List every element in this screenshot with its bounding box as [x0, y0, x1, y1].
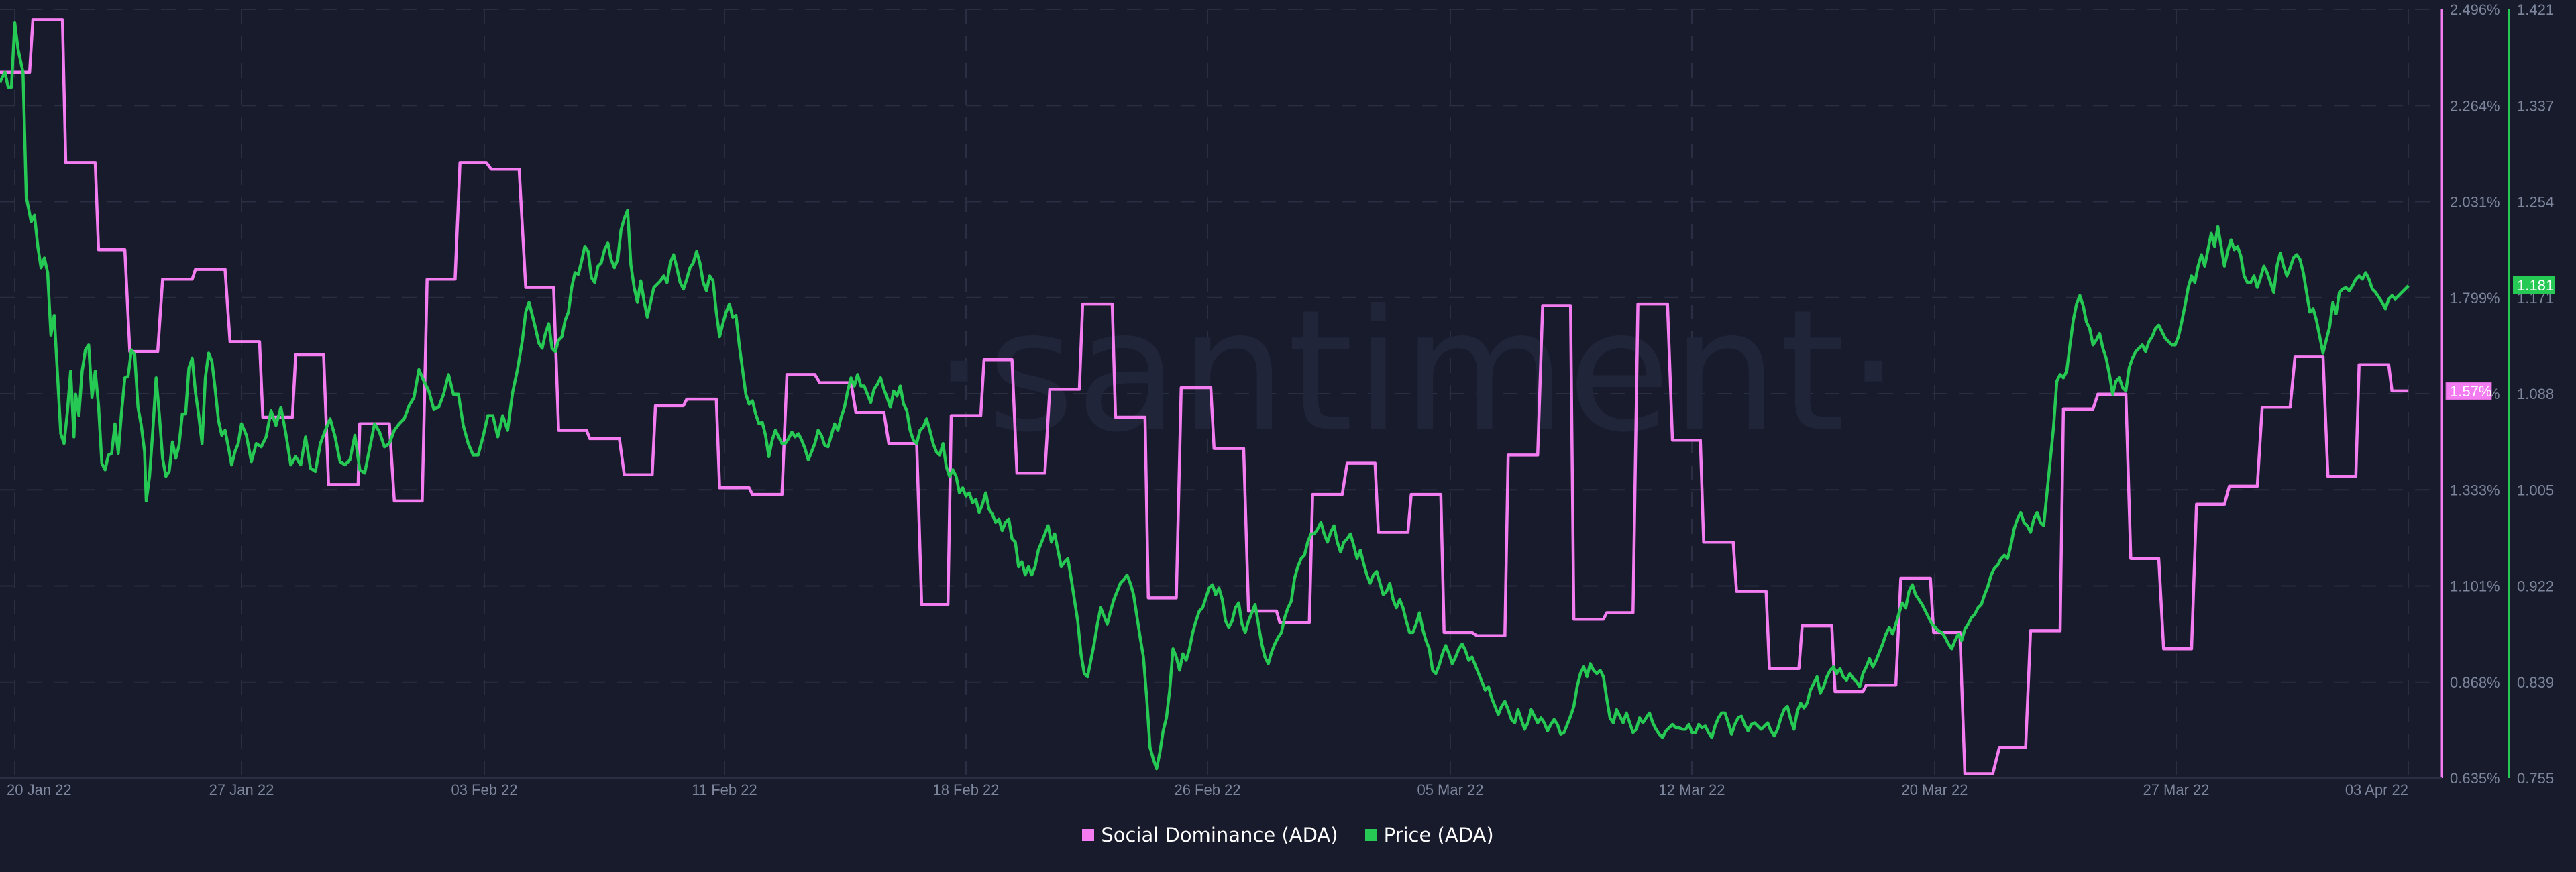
social-dominance-tick-label: 2.031% [2450, 194, 2500, 211]
social-dominance-tick-label: 2.264% [2450, 97, 2500, 114]
legend-item-social-dominance[interactable]: Social Dominance (ADA) [1082, 824, 1338, 847]
social-dominance-tick-label: 0.635% [2450, 770, 2500, 787]
x-tick-label: 27 Mar 22 [2143, 781, 2209, 798]
price-tick-label: 1.088 [2517, 386, 2554, 402]
x-axis: 20 Jan 22 27 Jan 22 03 Feb 22 11 Feb 22 18 F… [7, 781, 2408, 798]
x-tick-label: 18 Feb 22 [932, 781, 999, 798]
x-tick-label: 03 Apr 22 [2345, 781, 2408, 798]
x-tick-label: 27 Jan 22 [209, 781, 274, 798]
social-dominance-tick-label: 0.868% [2450, 674, 2500, 691]
social-dominance-current-badge: 1.57% [2445, 382, 2492, 400]
x-tick-label: 05 Mar 22 [1417, 781, 1483, 798]
x-tick-label: 20 Mar 22 [1901, 781, 1968, 798]
price-line[interactable] [0, 21, 2410, 771]
legend-label-social-dominance: Social Dominance (ADA) [1101, 824, 1338, 847]
social-dominance-line[interactable] [0, 18, 2409, 775]
legend-item-price[interactable]: Price (ADA) [1364, 824, 1494, 847]
social-dominance-current-value: 1.57% [2450, 383, 2491, 400]
price-swatch-icon [1364, 829, 1377, 841]
price-tick-label: 0.922 [2517, 578, 2554, 595]
price-current-value: 1.181 [2517, 277, 2554, 294]
price-tick-label: 0.839 [2517, 674, 2554, 691]
plot-area[interactable] [0, 18, 2410, 775]
social-dominance-swatch-icon [1082, 829, 1095, 841]
x-tick-label: 12 Mar 22 [1658, 781, 1725, 798]
price-tick-label: 0.755 [2517, 770, 2554, 787]
price-tick-label: 1.254 [2517, 194, 2554, 211]
price-axis: 1.4211.3371.2541.1711.0881.0050.9220.839… [2517, 1, 2554, 787]
price-tick-label: 1.005 [2517, 482, 2554, 498]
x-tick-label: 03 Feb 22 [451, 781, 517, 798]
price-current-badge: 1.181 [2513, 276, 2555, 294]
x-tick-label: 26 Feb 22 [1174, 781, 1240, 798]
watermark: ·santiment· [932, 274, 1901, 469]
x-tick-label: 11 Feb 22 [692, 781, 757, 798]
social-dominance-tick-label: 2.496% [2450, 1, 2500, 18]
legend-label-price: Price (ADA) [1383, 824, 1494, 847]
social-dominance-tick-label: 1.333% [2450, 482, 2500, 498]
price-tick-label: 1.337 [2517, 97, 2554, 114]
legend: Social Dominance (ADA) Price (ADA) [0, 824, 2576, 847]
price-tick-label: 1.421 [2517, 1, 2554, 18]
social-dominance-tick-label: 1.799% [2450, 290, 2500, 307]
social-dominance-tick-label: 1.101% [2450, 578, 2500, 595]
x-tick-label: 20 Jan 22 [7, 781, 72, 798]
